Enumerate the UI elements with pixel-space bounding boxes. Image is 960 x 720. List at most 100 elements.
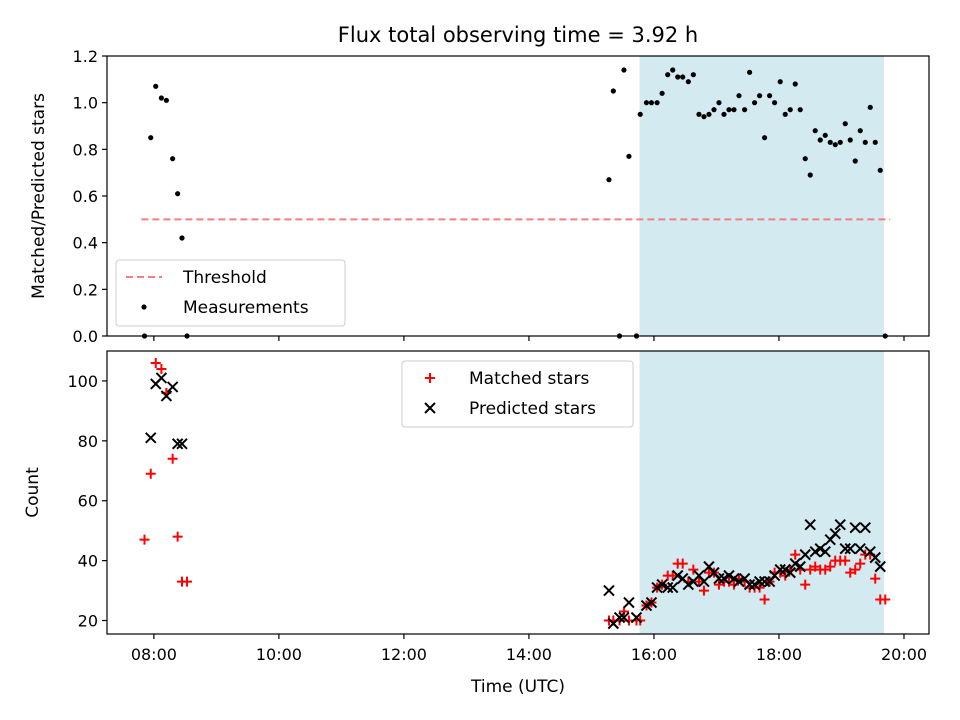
data-point — [767, 93, 773, 99]
data-point — [148, 135, 154, 141]
data-point — [163, 97, 169, 103]
y-tick-label: 0.8 — [73, 140, 98, 159]
data-point — [690, 72, 696, 78]
data-point — [782, 111, 788, 117]
data-point — [685, 79, 691, 85]
data-point — [610, 88, 616, 94]
observing-window-shade — [639, 56, 884, 336]
data-point — [654, 100, 660, 106]
legend-plus-swatch — [425, 373, 435, 383]
data-point — [762, 135, 768, 141]
x-tick-label: 12:00 — [381, 645, 427, 664]
data-point — [175, 191, 181, 197]
data-point — [790, 549, 801, 560]
data-point — [810, 561, 821, 572]
data-point — [648, 100, 655, 106]
y-axis-label: Matched/Predicted stars — [29, 93, 49, 299]
data-point — [621, 67, 627, 73]
data-point — [804, 518, 816, 531]
data-point — [696, 111, 702, 117]
data-point — [859, 521, 871, 534]
data-point — [623, 596, 635, 609]
data-point — [800, 579, 811, 590]
data-point — [880, 594, 891, 605]
data-point — [855, 558, 866, 569]
legend-label: Predicted stars — [469, 399, 596, 419]
data-point — [701, 114, 707, 120]
data-point — [145, 468, 156, 479]
data-point — [698, 575, 710, 588]
x-axis-label: Time (UTC) — [470, 677, 565, 697]
data-point — [741, 107, 748, 113]
data-point — [643, 100, 650, 106]
data-point — [820, 564, 831, 575]
legend-label: Measurements — [183, 298, 309, 318]
chart-title: Flux total observing time = 3.92 h — [338, 23, 698, 47]
data-point — [797, 107, 803, 113]
data-point — [852, 158, 858, 164]
data-point — [837, 139, 843, 145]
data-point — [665, 72, 671, 78]
data-point — [618, 611, 630, 624]
data-point — [716, 100, 722, 106]
data-point — [626, 153, 632, 159]
data-point — [667, 581, 679, 594]
data-point — [733, 575, 745, 588]
data-point — [150, 357, 161, 368]
y-tick-label: 0.4 — [73, 234, 98, 253]
data-point — [721, 111, 727, 117]
data-point — [819, 545, 831, 558]
data-point — [792, 81, 798, 87]
data-point — [840, 555, 851, 566]
y-tick-label: 60 — [78, 492, 98, 511]
data-point — [172, 531, 183, 542]
ratio-panel: 0.0 0.2 0.4 0.6 0.8 1.0 1.2 Matched/Predicted s… — [29, 47, 930, 346]
plot-frame — [106, 350, 930, 635]
legend: Threshold Measurements — [115, 259, 346, 327]
data-point — [176, 438, 188, 450]
data-point — [618, 606, 629, 617]
data-point — [799, 548, 811, 561]
data-point — [817, 137, 823, 143]
data-point — [870, 573, 881, 584]
data-point — [772, 100, 778, 106]
data-point — [849, 521, 861, 534]
data-point — [802, 156, 808, 162]
data-point — [698, 585, 709, 596]
y-tick-label: 0.0 — [73, 327, 98, 346]
x-tick-label: 18:00 — [756, 645, 802, 664]
y-tick-label: 0.2 — [73, 280, 98, 299]
data-point — [158, 95, 164, 101]
data-point — [160, 390, 173, 402]
x-tick-label: 16:00 — [631, 645, 677, 664]
data-point — [606, 177, 612, 183]
x-tick-label: 08:00 — [131, 645, 177, 664]
data-point — [842, 121, 848, 127]
data-point — [794, 560, 806, 573]
x-tick-label: 10:00 — [256, 645, 302, 664]
y-tick-label: 1.0 — [73, 94, 98, 113]
data-point — [171, 438, 184, 450]
data-point — [827, 139, 833, 145]
legend-label: Matched stars — [469, 369, 589, 389]
data-point — [680, 74, 686, 80]
data-point — [156, 363, 167, 374]
data-point — [807, 172, 813, 178]
data-point — [630, 611, 643, 624]
data-point — [603, 584, 615, 597]
data-point — [659, 90, 665, 96]
data-point — [805, 564, 816, 575]
data-point — [182, 576, 193, 587]
legend: Matched stars Predicted stars — [401, 360, 634, 428]
legend-dot-swatch — [141, 304, 147, 310]
data-point — [839, 542, 851, 555]
data-point — [844, 542, 856, 555]
data-point — [731, 107, 737, 113]
data-point — [170, 156, 176, 162]
data-point — [758, 575, 771, 588]
y-tick-label: 20 — [78, 612, 98, 631]
series-measurements — [141, 67, 888, 339]
data-point — [139, 534, 150, 545]
data-point — [677, 558, 688, 569]
